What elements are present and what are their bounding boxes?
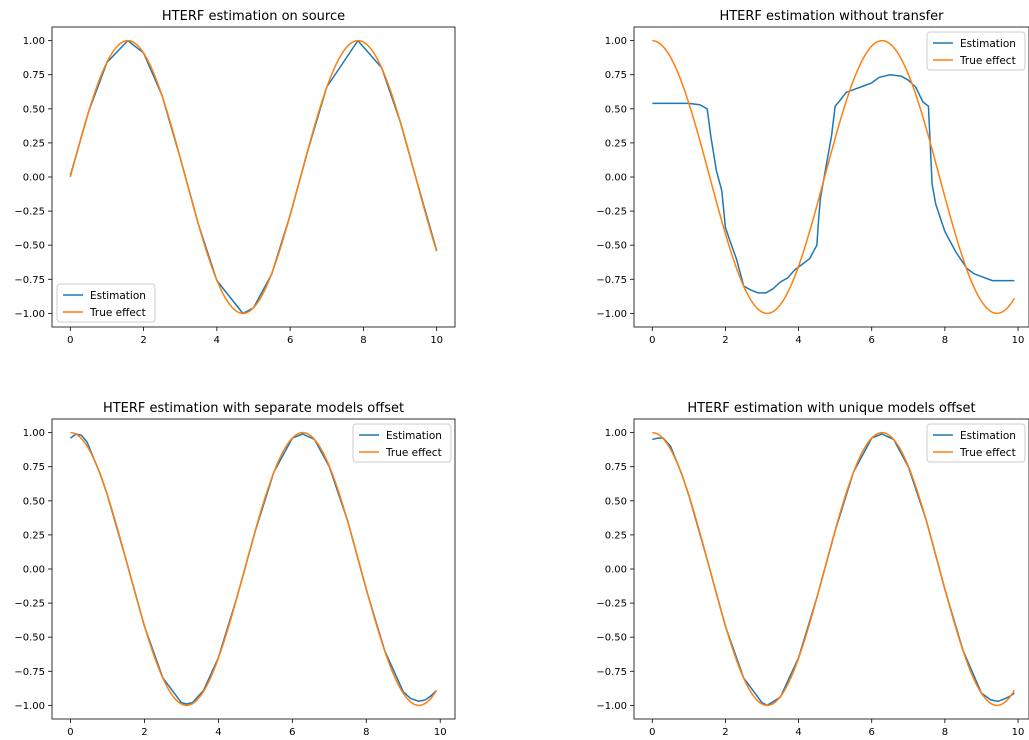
x-tick-label: 4	[215, 727, 221, 738]
legend: Estimation True effect	[352, 423, 452, 463]
y-tick-label: −0.50	[14, 241, 45, 252]
legend: Estimation True effect	[56, 283, 156, 323]
chart-panel-4: HTERF estimation with unique models offs…	[596, 401, 1029, 738]
y-tick-label: 1.00	[23, 36, 45, 47]
y-tick-label: −0.75	[14, 275, 45, 286]
x-tick-label: 4	[795, 335, 801, 346]
y-tick-label: −0.75	[14, 667, 45, 678]
legend: Estimation True effect	[926, 31, 1026, 71]
x-tick-label: 4	[214, 335, 220, 346]
series-line-estimation	[70, 433, 438, 705]
legend-label: Estimation	[386, 430, 442, 442]
y-tick-label: 0.00	[23, 565, 45, 576]
x-tick-label: 8	[363, 727, 369, 738]
series-line-true-effect	[652, 39, 1016, 315]
legend-label: True effect	[385, 447, 442, 459]
y-tick-label: 0.25	[605, 530, 627, 541]
series-line-estimation	[652, 433, 1015, 707]
y-tick-label: 0.00	[23, 173, 45, 184]
series-line-true-effect	[69, 39, 438, 315]
chart-panel-3: HTERF estimation with separate models of…	[14, 401, 456, 738]
y-tick-label: −0.25	[14, 599, 45, 610]
x-tick-label: 10	[434, 727, 447, 738]
y-tick-label: 0.00	[605, 565, 627, 576]
y-tick-label: 0.75	[23, 70, 45, 81]
series-line-estimation	[69, 39, 438, 315]
x-tick-label: 10	[1012, 335, 1025, 346]
x-tick-label: 4	[795, 727, 801, 738]
plot-frame	[51, 26, 456, 328]
y-tick-label: 0.00	[605, 173, 627, 184]
legend-label: Estimation	[960, 38, 1016, 50]
y-tick-label: −0.75	[596, 275, 627, 286]
x-tick-label: 6	[287, 335, 293, 346]
series-line-true-effect	[652, 431, 1016, 707]
chart-title: HTERF estimation with separate models of…	[103, 401, 404, 416]
x-tick-label: 2	[140, 335, 146, 346]
x-tick-label: 0	[67, 727, 73, 738]
y-tick-label: 0.50	[605, 496, 627, 507]
y-tick-label: −0.25	[596, 207, 627, 218]
y-tick-label: −1.00	[596, 701, 627, 712]
legend-label: Estimation	[90, 290, 146, 302]
y-tick-label: 1.00	[605, 428, 627, 439]
y-tick-label: 0.50	[23, 496, 45, 507]
y-tick-label: 0.25	[23, 530, 45, 541]
y-tick-label: −0.50	[596, 633, 627, 644]
chart-panel-1: HTERF estimation on source 0 2 4 6 8 10 1.00 0.7…	[14, 9, 456, 346]
y-tick-label: 1.00	[605, 36, 627, 47]
y-tick-label: −1.00	[14, 701, 45, 712]
x-tick-label: 6	[869, 335, 875, 346]
y-tick-label: 0.75	[605, 462, 627, 473]
x-tick-label: 2	[722, 335, 728, 346]
legend-label: True effect	[89, 307, 146, 319]
y-tick-label: −0.50	[14, 633, 45, 644]
x-tick-label: 8	[942, 335, 948, 346]
plot-frame	[633, 418, 1029, 720]
chart-title: HTERF estimation with unique models offs…	[687, 401, 975, 416]
series-line-estimation	[652, 73, 1015, 294]
y-tick-label: 0.25	[23, 138, 45, 149]
y-tick-label: 0.50	[23, 104, 45, 115]
x-tick-label: 0	[649, 727, 655, 738]
y-tick-label: 0.50	[605, 104, 627, 115]
x-tick-label: 6	[869, 727, 875, 738]
y-tick-label: −0.25	[596, 599, 627, 610]
y-tick-label: 0.75	[605, 70, 627, 81]
y-tick-label: −0.50	[596, 241, 627, 252]
y-tick-label: −0.75	[596, 667, 627, 678]
y-tick-label: −0.25	[14, 207, 45, 218]
chart-panel-2: HTERF estimation without transfer 0 2 4 6 8 10…	[596, 9, 1029, 346]
x-tick-label: 8	[942, 727, 948, 738]
x-tick-label: 6	[289, 727, 295, 738]
legend-label: True effect	[959, 55, 1016, 67]
x-tick-label: 2	[722, 727, 728, 738]
legend-label: Estimation	[960, 430, 1016, 442]
x-tick-label: 10	[430, 335, 443, 346]
y-tick-label: −1.00	[596, 309, 627, 320]
legend: Estimation True effect	[926, 423, 1026, 463]
y-tick-label: 0.75	[23, 462, 45, 473]
plot-frame	[633, 26, 1029, 328]
x-tick-label: 2	[141, 727, 147, 738]
x-tick-label: 10	[1012, 727, 1025, 738]
series-line-true-effect	[70, 431, 438, 707]
x-tick-label: 0	[649, 335, 655, 346]
chart-title: HTERF estimation on source	[162, 9, 345, 24]
y-tick-label: 0.25	[605, 138, 627, 149]
y-tick-label: −1.00	[14, 309, 45, 320]
x-tick-label: 8	[360, 335, 366, 346]
legend-label: True effect	[959, 447, 1016, 459]
x-tick-label: 0	[67, 335, 73, 346]
chart-title: HTERF estimation without transfer	[719, 9, 944, 24]
y-tick-label: 1.00	[23, 428, 45, 439]
